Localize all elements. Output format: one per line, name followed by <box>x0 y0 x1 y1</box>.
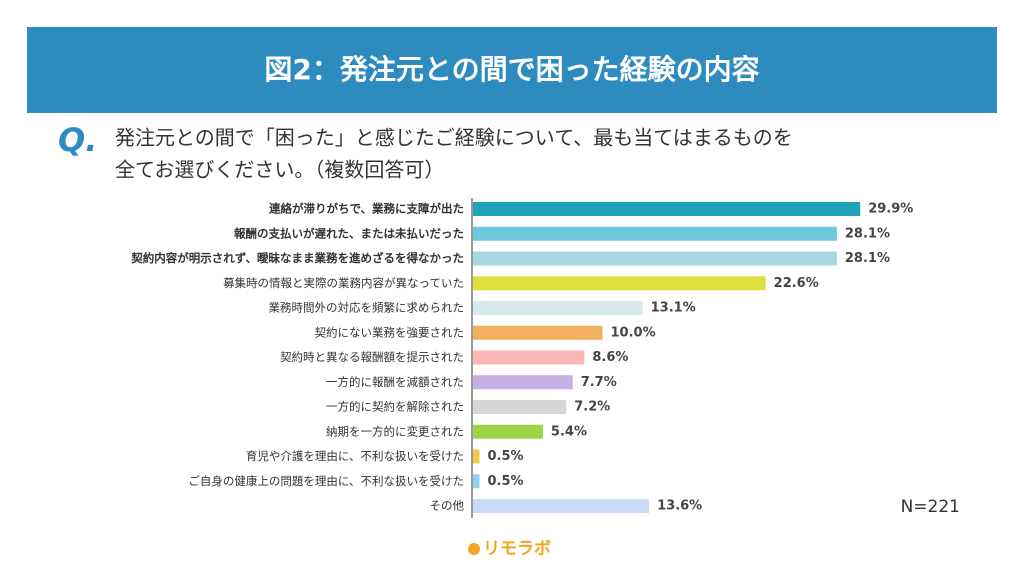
bar <box>473 226 837 241</box>
question-mark: Q. <box>58 121 97 159</box>
logo-icon <box>468 543 480 555</box>
category-label: ご自身の健康上の問題を理由に、不利な扱いを受けた <box>188 474 464 488</box>
value-label: 8.6% <box>592 350 628 365</box>
value-label: 28.1% <box>845 226 890 241</box>
bar <box>473 301 643 315</box>
value-label: 29.9% <box>868 202 913 217</box>
bar <box>473 499 650 513</box>
category-label: 報酬の支払いが遅れた、または未払いだった <box>234 226 464 240</box>
bar <box>473 375 573 390</box>
bar <box>473 350 585 365</box>
bar <box>473 449 480 464</box>
category-label: 納期を一方的に変更された <box>326 424 464 438</box>
category-label: 一方的に契約を解除された <box>326 400 464 414</box>
bar <box>473 251 837 266</box>
value-label: 7.2% <box>574 400 610 415</box>
value-label: 5.4% <box>551 424 587 439</box>
chart-title: 図2：発注元との間で困った経験の内容 <box>264 53 759 86</box>
bar <box>473 325 603 340</box>
value-label: 0.5% <box>487 449 523 464</box>
value-label: 13.1% <box>651 301 696 316</box>
value-label: 13.6% <box>657 499 702 514</box>
header-band <box>27 27 997 113</box>
logo: リモラボ <box>483 539 551 559</box>
category-label: 育児や介護を理由に、不利な扱いを受けた <box>246 449 464 463</box>
category-label: 業務時間外の対応を頻繁に求められた <box>269 301 465 315</box>
category-label: 連絡が滞りがちで、業務に支障が出た <box>269 202 464 216</box>
category-label: 募集時の情報と実際の業務内容が異なっていた <box>223 276 464 290</box>
sample-size: N=221 <box>901 497 960 517</box>
value-label: 28.1% <box>845 251 890 266</box>
value-label: 7.7% <box>581 375 617 390</box>
value-label: 22.6% <box>774 276 819 291</box>
question-line: 発注元との間で「困った」と感じたご経験について、最も当てはまるものを <box>115 126 793 150</box>
category-label: その他 <box>430 499 465 513</box>
category-label: 契約時と異なる報酬額を提示された <box>280 350 464 364</box>
category-label: 契約にない業務を強要された <box>315 325 465 339</box>
bar <box>473 202 861 216</box>
bar <box>473 400 567 414</box>
bar <box>473 424 543 439</box>
value-label: 10.0% <box>611 325 656 340</box>
category-label: 契約内容が明示されず、曖昧なまま業務を進めざるを得なかった <box>130 251 464 265</box>
bar <box>473 276 766 291</box>
category-label: 一方的に報酬を減額された <box>326 375 464 389</box>
bar <box>473 474 480 489</box>
value-label: 0.5% <box>487 474 523 489</box>
question-line: 全てお選びください。（複数回答可） <box>115 158 444 182</box>
